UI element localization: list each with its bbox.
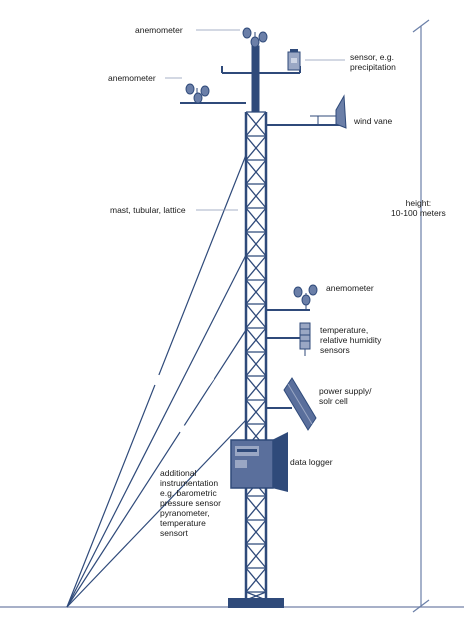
wind-vane-label: wind vane bbox=[354, 116, 393, 126]
top-pole bbox=[180, 45, 340, 339]
anemometer-left-label: anemometer bbox=[108, 73, 156, 83]
mast-label: mast, tubular, lattice bbox=[110, 205, 186, 215]
anemometer-icon bbox=[242, 27, 268, 48]
data-logger-label: data logger bbox=[290, 457, 333, 467]
precipitation-sensor-label: sensor, e.g. precipitation bbox=[350, 52, 396, 72]
anemometer-mid-label: anemometer bbox=[326, 283, 374, 293]
guy-wire-markers bbox=[142, 374, 215, 472]
additional-instrumentation-label: additional instrumentation e.g. barometr… bbox=[160, 468, 221, 536]
lattice-strut bbox=[245, 327, 267, 353]
lattice-strut bbox=[245, 111, 267, 137]
lattice-strut bbox=[245, 207, 267, 233]
lattice-strut bbox=[245, 183, 267, 209]
lattice-strut bbox=[245, 375, 267, 401]
height-label: height: 10-100 meters bbox=[391, 198, 446, 218]
lattice-strut bbox=[245, 231, 267, 257]
lattice-strut bbox=[245, 591, 267, 601]
anemometer-icon bbox=[185, 83, 210, 104]
lattice-strut bbox=[245, 135, 267, 161]
lattice-strut bbox=[245, 495, 267, 521]
precipitation-sensor-icon bbox=[287, 49, 301, 71]
lattice-strut bbox=[245, 303, 267, 329]
lattice-strut bbox=[245, 279, 267, 305]
lattice-strut bbox=[245, 399, 267, 425]
height-dimension bbox=[412, 19, 430, 613]
lattice-strut bbox=[245, 351, 267, 377]
temperature-humidity-label: temperature, relative humidity sensors bbox=[320, 325, 382, 355]
lattice-strut bbox=[245, 519, 267, 545]
guy-wires bbox=[66, 154, 247, 608]
humidity-sensor-icon bbox=[299, 322, 311, 356]
lattice-strut bbox=[245, 567, 267, 593]
anemometer-top-label: anemometer bbox=[135, 25, 183, 35]
leader-lines bbox=[165, 29, 345, 211]
lattice-strut bbox=[245, 543, 267, 569]
power-supply-label: power supply/ solr cell bbox=[319, 386, 372, 406]
lattice-strut bbox=[245, 255, 267, 281]
lattice-mast bbox=[244, 111, 268, 601]
anemometer-icon bbox=[293, 284, 318, 310]
solar-panel-icon bbox=[266, 377, 317, 431]
wind-vane-icon bbox=[310, 94, 347, 129]
lattice-strut bbox=[245, 159, 267, 185]
mast-base bbox=[228, 598, 284, 608]
data-logger-icon bbox=[230, 432, 288, 492]
